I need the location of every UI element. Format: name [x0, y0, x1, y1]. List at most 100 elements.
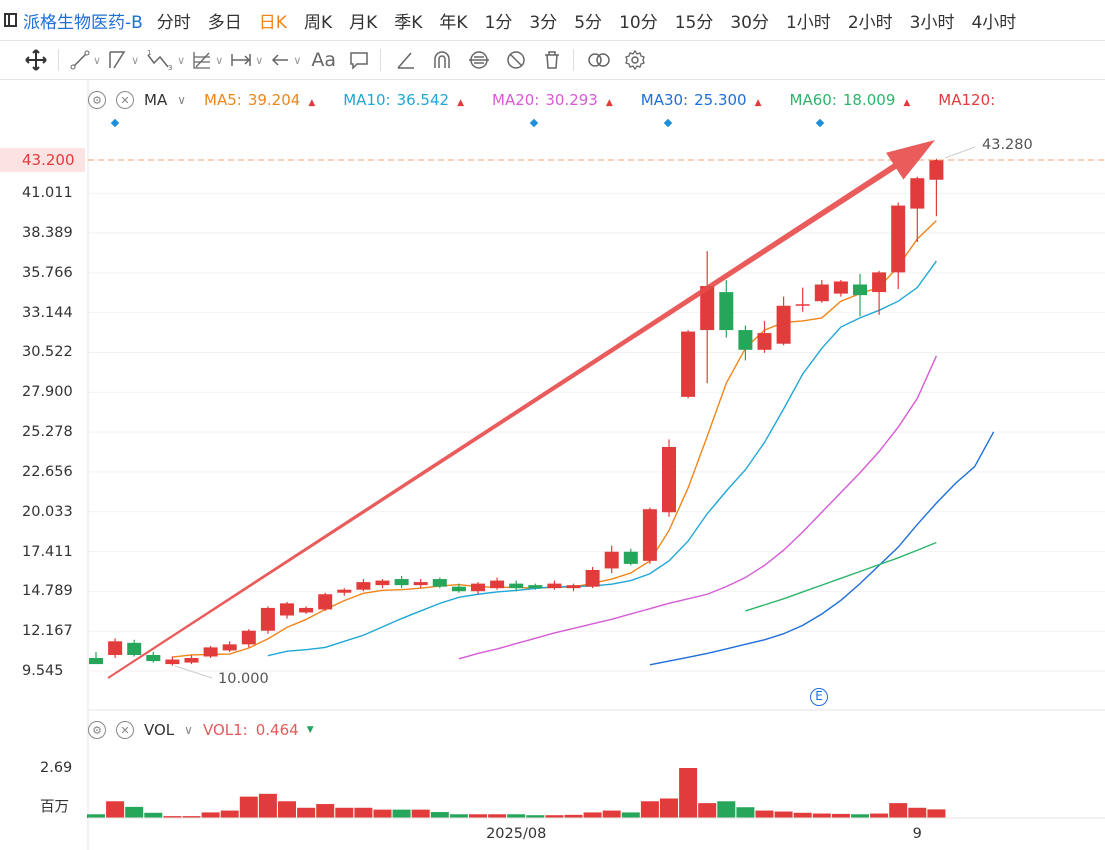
- ruler-tool-icon[interactable]: [395, 45, 417, 75]
- lock-icon[interactable]: [467, 45, 491, 75]
- candle-body: [184, 658, 199, 663]
- volume-bar: [583, 812, 602, 818]
- text-tool-icon[interactable]: Aa: [311, 45, 336, 75]
- ma-legend: ⚙ ✕ MA ∨ MA5: 39.204 ▲ MA10: 36.542 ▲ MA20: 30.…: [88, 88, 1037, 112]
- period-tab[interactable]: 分时: [156, 12, 191, 33]
- volume-bar: [87, 814, 105, 818]
- period-tab[interactable]: 多日: [207, 12, 242, 33]
- period-tab[interactable]: 季K: [394, 12, 423, 33]
- period-tab[interactable]: 1分: [484, 12, 513, 33]
- trend-arrow[interactable]: [99, 127, 943, 692]
- chevron-down-icon: ∨: [177, 53, 186, 67]
- period-tab[interactable]: 年K: [439, 12, 468, 33]
- ma-key: MA120:: [938, 91, 996, 109]
- ma-legend-item: MA60: 18.009 ▲: [790, 91, 911, 109]
- volume-bar: [640, 801, 659, 818]
- volume-bar: [698, 803, 717, 818]
- up-triangle-icon: ▲: [903, 98, 911, 108]
- price-tick: 9.545: [22, 663, 64, 679]
- move-icon[interactable]: [24, 45, 48, 75]
- candle-body: [375, 580, 390, 586]
- wave-tool-icon[interactable]: 1 3 ∨: [145, 45, 185, 75]
- volume-bar: [449, 814, 468, 818]
- fib-tool-icon[interactable]: ∨: [191, 45, 223, 75]
- period-tab[interactable]: 日K: [258, 12, 287, 33]
- period-tab[interactable]: 周K: [303, 12, 333, 33]
- period-tab[interactable]: 10分: [619, 12, 658, 33]
- candle-body: [394, 579, 409, 586]
- volume-bar: [812, 813, 831, 818]
- candle-body: [929, 160, 944, 180]
- chevron-down-icon: ∨: [93, 53, 102, 67]
- period-tab[interactable]: 30分: [730, 12, 769, 33]
- volume-bar: [469, 814, 487, 818]
- period-tab[interactable]: 3小时: [909, 12, 955, 33]
- magnet-icon[interactable]: [431, 45, 453, 75]
- volume-bar: [889, 803, 908, 818]
- volume-bar: [258, 793, 277, 818]
- sidebar-toggle-icon[interactable]: [4, 13, 17, 27]
- ma-key: MA20:: [492, 91, 540, 109]
- volume-bar: [220, 810, 239, 818]
- ma-line-ma20: [458, 355, 938, 660]
- range-tool-icon[interactable]: ∨: [229, 45, 263, 75]
- volume-bar: [851, 814, 869, 818]
- toolbar-divider: [380, 49, 382, 71]
- candle-body: [260, 607, 275, 631]
- event-marker-icon[interactable]: E: [810, 688, 828, 706]
- ma-key: MA5:: [204, 91, 242, 109]
- candle-body: [490, 580, 505, 589]
- settings-icon[interactable]: ⚙: [88, 91, 106, 109]
- settings-icon[interactable]: ⚙: [88, 721, 106, 739]
- period-tab[interactable]: 4小时: [971, 12, 1017, 33]
- vol-axis-tick: 2.69: [40, 760, 73, 776]
- ma-value: 30.293: [545, 91, 598, 109]
- stock-name[interactable]: 派格生物医药-B: [23, 12, 143, 33]
- ma-key: MA30:: [640, 91, 689, 109]
- hide-icon[interactable]: [505, 45, 527, 75]
- vol-axis-unit: 百万: [40, 799, 69, 816]
- indicator-name[interactable]: VOL: [144, 721, 175, 739]
- candle-body: [623, 551, 638, 564]
- comment-tool-icon[interactable]: [348, 45, 370, 75]
- period-tabs: 分时 多日 日K 周K 月K 季K 年K 1分 3分 5分 10分 15分 30分 1小时 2小时 3小时 4小…: [157, 8, 1034, 33]
- svg-text:3: 3: [168, 64, 172, 71]
- ma-legend-item: MA20: 30.293 ▲: [492, 91, 613, 109]
- candle-body: [776, 305, 791, 344]
- period-tab[interactable]: 15分: [674, 12, 714, 33]
- period-tab[interactable]: 5分: [574, 12, 603, 33]
- candle-body: [222, 644, 237, 651]
- current-price-tag: 43.200: [0, 148, 85, 172]
- close-icon[interactable]: ✕: [116, 721, 134, 739]
- up-triangle-icon: ▲: [754, 98, 762, 108]
- settings-icon[interactable]: [624, 45, 646, 75]
- candle-body: [356, 582, 371, 590]
- candle-body: [757, 333, 772, 350]
- trash-icon[interactable]: [541, 45, 563, 75]
- chevron-down-icon[interactable]: ∨: [177, 93, 186, 107]
- price-tick: 27.900: [22, 384, 73, 401]
- chevron-down-icon[interactable]: ∨: [184, 723, 193, 737]
- candle-body: [891, 205, 906, 273]
- period-tab[interactable]: 3分: [529, 12, 558, 33]
- compare-icon[interactable]: [586, 45, 612, 75]
- ma-values: MA5: 39.204 ▲ MA10: 36.542 ▲ MA20: 30.293 ▲ MA30:…: [204, 91, 1037, 109]
- chevron-down-icon: ∨: [215, 53, 224, 67]
- price-tick: 20.033: [22, 503, 73, 520]
- candle-body: [547, 583, 562, 589]
- period-tab[interactable]: 2小时: [847, 12, 893, 33]
- close-icon[interactable]: ✕: [116, 91, 134, 109]
- line-tool-icon[interactable]: ∨: [69, 45, 101, 75]
- volume-bar: [335, 807, 354, 818]
- time-tick: 2025/08: [486, 826, 547, 842]
- indicator-name[interactable]: MA: [144, 91, 168, 109]
- period-tab[interactable]: 1小时: [785, 12, 831, 33]
- candle-body: [318, 594, 333, 610]
- price-tick: 30.522: [22, 344, 73, 361]
- volume-bar: [278, 801, 296, 818]
- arrow-tool-icon[interactable]: ∨: [269, 45, 301, 75]
- period-tab[interactable]: 月K: [349, 12, 378, 33]
- polyline-tool-icon[interactable]: ∨: [107, 45, 139, 75]
- volume-bar: [316, 804, 335, 818]
